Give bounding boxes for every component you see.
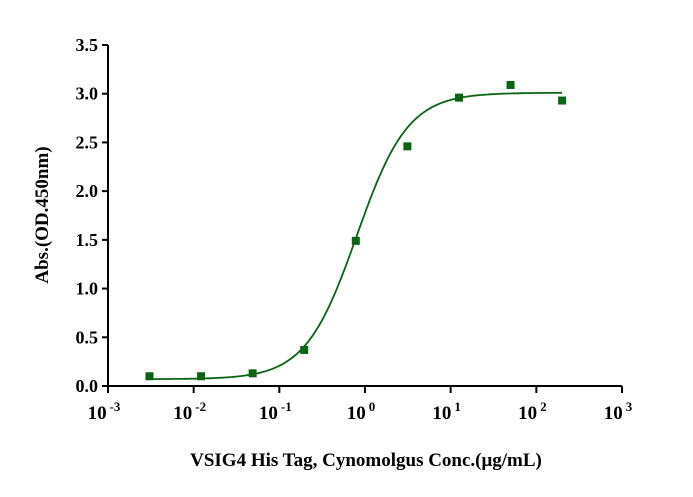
y-axis-label: Abs.(OD.450nm) [32,146,53,283]
x-tick-base: 10 [88,403,107,424]
data-point [558,96,567,105]
data-point [300,345,309,354]
x-tick-label: 10 2 [518,399,547,424]
x-tick-base: 10 [347,403,366,424]
x-tick-exponent: 2 [540,399,547,414]
y-ticks: 0.0 0.5 1.0 1.5 2.0 2.5 3.0 3.5 [76,35,108,396]
x-tick-exponent: 0 [369,399,376,414]
y-tick-label: 1.0 [76,279,99,299]
x-axis-label: VSIG4 His Tag, Cynomolgus Conc.(μg/mL) [190,450,542,471]
y-tick-label: 3.0 [76,84,99,104]
data-point [506,80,515,89]
data-point [403,142,412,151]
x-tick-label: 10 -2 [173,399,206,424]
y-tick-label: 3.5 [76,35,99,55]
y-tick-label: 2.0 [76,181,99,201]
x-tick-label: 10 -3 [88,399,121,424]
x-tick-base: 10 [604,403,623,424]
x-tick-exponent: -1 [281,399,292,414]
data-point [351,236,360,245]
x-ticks: 10 -3 10 -2 10 -1 10 0 10 1 10 2 10 3 [88,386,633,424]
x-tick-base: 10 [259,403,278,424]
x-tick-label: 10 1 [432,399,461,424]
data-point [145,372,154,381]
data-points [145,80,567,381]
data-point [454,93,463,102]
data-point [248,369,257,378]
y-tick-label: 0.0 [76,376,99,396]
y-tick-label: 2.5 [76,132,99,152]
x-tick-label: 10 0 [347,399,376,424]
x-tick-label: 10 -1 [259,399,292,424]
x-tick-base: 10 [173,403,192,424]
y-tick-label: 1.5 [76,230,99,250]
x-tick-label: 10 3 [604,399,633,424]
x-tick-base: 10 [432,403,451,424]
x-tick-exponent: -3 [110,399,121,414]
x-tick-exponent: 3 [626,399,633,414]
x-tick-exponent: -2 [195,399,206,414]
x-tick-base: 10 [518,403,537,424]
x-tick-exponent: 1 [454,399,461,414]
data-point [197,372,206,381]
fit-curve [149,91,563,380]
y-tick-label: 0.5 [76,327,99,347]
